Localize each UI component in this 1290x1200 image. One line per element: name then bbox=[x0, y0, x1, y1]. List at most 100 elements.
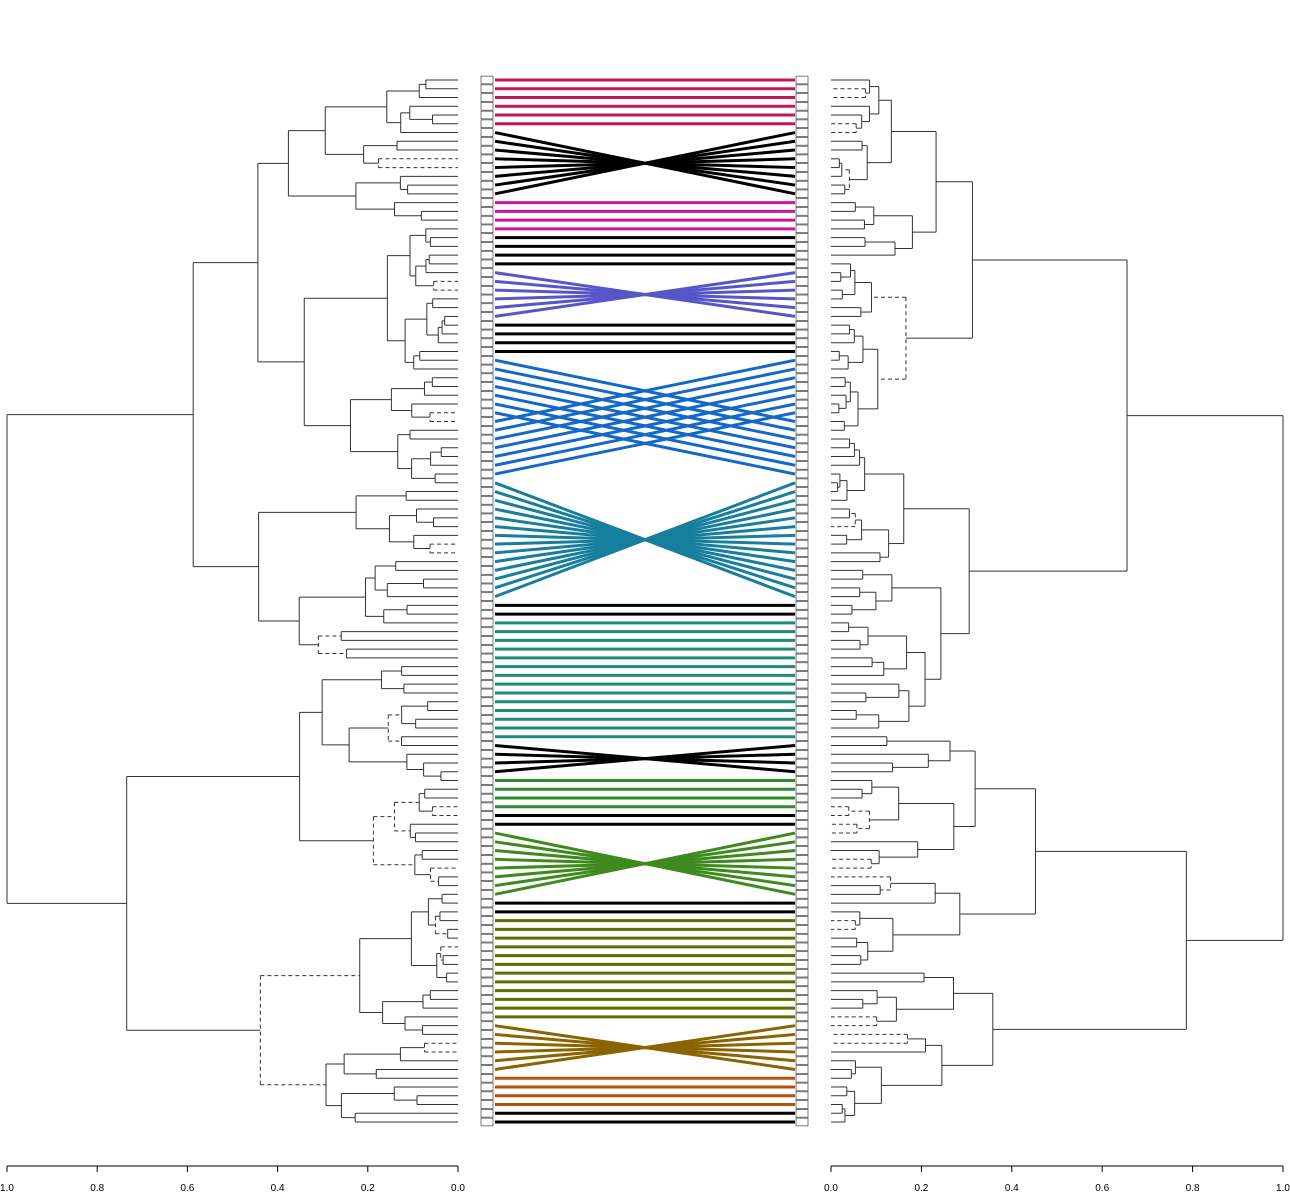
left-leaf-85 bbox=[480, 820, 494, 829]
left-leaf-34 bbox=[480, 373, 494, 382]
left-leaf-71 bbox=[480, 697, 494, 706]
right-leaf-37 bbox=[795, 399, 809, 409]
left-leaf-76 bbox=[480, 741, 494, 750]
right-leaf-117 bbox=[795, 1100, 809, 1109]
left-leaf-104 bbox=[480, 986, 494, 995]
right-leaf-78 bbox=[795, 758, 809, 768]
left-leaf-23 bbox=[480, 277, 494, 286]
left-leaf-91 bbox=[480, 872, 494, 882]
left-leaf-45 bbox=[480, 469, 494, 479]
right-leaf-93 bbox=[795, 890, 809, 899]
right-leaf-11 bbox=[795, 172, 809, 181]
left-leaf-100 bbox=[480, 951, 494, 960]
connector-43 bbox=[494, 393, 796, 458]
right-leaf-115 bbox=[795, 1082, 809, 1092]
left-leaf-29 bbox=[480, 329, 494, 339]
left-leaf-10 bbox=[480, 163, 494, 172]
right-leaf-73 bbox=[795, 715, 809, 724]
right-leaf-41 bbox=[795, 434, 809, 444]
left-leaf-21 bbox=[480, 259, 494, 269]
left-leaf-25 bbox=[480, 294, 494, 304]
right-leaf-14 bbox=[795, 198, 809, 207]
left-leaf-42 bbox=[480, 443, 494, 452]
right-leaf-32 bbox=[795, 356, 809, 365]
right-leaf-33 bbox=[795, 364, 809, 374]
right-leaf-99 bbox=[795, 942, 809, 952]
left-axis-tick-label-4: 0.2 bbox=[361, 1183, 375, 1194]
left-leaf-47 bbox=[480, 487, 494, 496]
left-axis-tick-label-1: 0.8 bbox=[90, 1183, 104, 1194]
right-leaf-67 bbox=[795, 662, 809, 671]
left-leaf-20 bbox=[480, 250, 494, 260]
left-leaf-118 bbox=[480, 1109, 494, 1118]
left-axis: 1.0 0.8 0.6 0.4 0.2 0.0 bbox=[0, 1165, 465, 1194]
left-leaf-15 bbox=[480, 207, 494, 216]
right-leaf-53 bbox=[795, 539, 809, 549]
right-leaf-5 bbox=[795, 119, 809, 128]
right-leaf-86 bbox=[795, 828, 809, 838]
left-leaf-77 bbox=[480, 750, 494, 759]
left-axis-tick-label-5: 0.0 bbox=[451, 1183, 465, 1194]
left-leaf-38 bbox=[480, 408, 494, 417]
left-leaf-73 bbox=[480, 715, 494, 724]
right-leaf-57 bbox=[795, 574, 809, 584]
right-leaf-101 bbox=[795, 960, 809, 969]
right-leaf-89 bbox=[795, 855, 809, 864]
left-leaf-46 bbox=[480, 478, 494, 487]
left-leaf-92 bbox=[480, 881, 494, 890]
right-leaf-74 bbox=[795, 723, 809, 733]
left-leaf-8 bbox=[480, 145, 494, 155]
right-dendrogram bbox=[831, 79, 1284, 1123]
right-leaf-106 bbox=[795, 1003, 809, 1013]
right-leaf-8 bbox=[795, 145, 809, 155]
left-leaf-110 bbox=[480, 1039, 494, 1048]
left-leaf-19 bbox=[480, 242, 494, 251]
left-leaf-37 bbox=[480, 399, 494, 409]
left-leaf-51 bbox=[480, 522, 494, 531]
left-leaf-87 bbox=[480, 837, 494, 846]
left-leaf-49 bbox=[480, 504, 494, 514]
left-leaf-31 bbox=[480, 347, 494, 356]
left-leaf-115 bbox=[480, 1082, 494, 1092]
right-leaf-43 bbox=[795, 452, 809, 461]
right-leaf-40 bbox=[795, 426, 809, 435]
right-leaf-97 bbox=[795, 925, 809, 934]
left-leaf-88 bbox=[480, 846, 494, 855]
connector-27 bbox=[494, 271, 796, 318]
right-leaf-118 bbox=[795, 1109, 809, 1118]
right-leaf-47 bbox=[795, 487, 809, 496]
right-leaf-48 bbox=[795, 496, 809, 505]
left-leaf-6 bbox=[480, 128, 494, 137]
left-leaf-62 bbox=[480, 618, 494, 628]
right-leaf-10 bbox=[795, 163, 809, 172]
right-leaf-56 bbox=[795, 566, 809, 575]
connector-40 bbox=[494, 367, 796, 432]
right-leaf-119 bbox=[795, 1117, 809, 1127]
right-leaf-81 bbox=[795, 785, 809, 794]
left-leaf-16 bbox=[480, 215, 494, 225]
left-leaf-59 bbox=[480, 592, 494, 601]
right-axis-tick-label-5: 1.0 bbox=[1276, 1183, 1290, 1194]
right-leaf-16 bbox=[795, 215, 809, 225]
right-leaf-98 bbox=[795, 933, 809, 943]
right-leaf-31 bbox=[795, 347, 809, 356]
right-leaf-26 bbox=[795, 303, 809, 312]
right-leaf-38 bbox=[795, 408, 809, 417]
left-leaf-0 bbox=[480, 75, 494, 85]
right-leaf-54 bbox=[795, 548, 809, 558]
left-leaf-58 bbox=[480, 583, 494, 593]
right-leaf-22 bbox=[795, 268, 809, 277]
right-leaf-107 bbox=[795, 1012, 809, 1022]
right-leaf-9 bbox=[795, 154, 809, 163]
left-leaf-83 bbox=[480, 802, 494, 811]
connector-79 bbox=[494, 743, 796, 774]
right-axis-tick-label-0: 0.0 bbox=[824, 1183, 838, 1194]
right-leaf-82 bbox=[795, 793, 809, 803]
left-leaf-94 bbox=[480, 898, 494, 908]
left-leaf-43 bbox=[480, 452, 494, 461]
left-leaf-30 bbox=[480, 338, 494, 347]
right-leaf-35 bbox=[795, 382, 809, 391]
left-leaf-116 bbox=[480, 1091, 494, 1100]
left-leaf-39 bbox=[480, 417, 494, 426]
left-leaf-108 bbox=[480, 1021, 494, 1030]
